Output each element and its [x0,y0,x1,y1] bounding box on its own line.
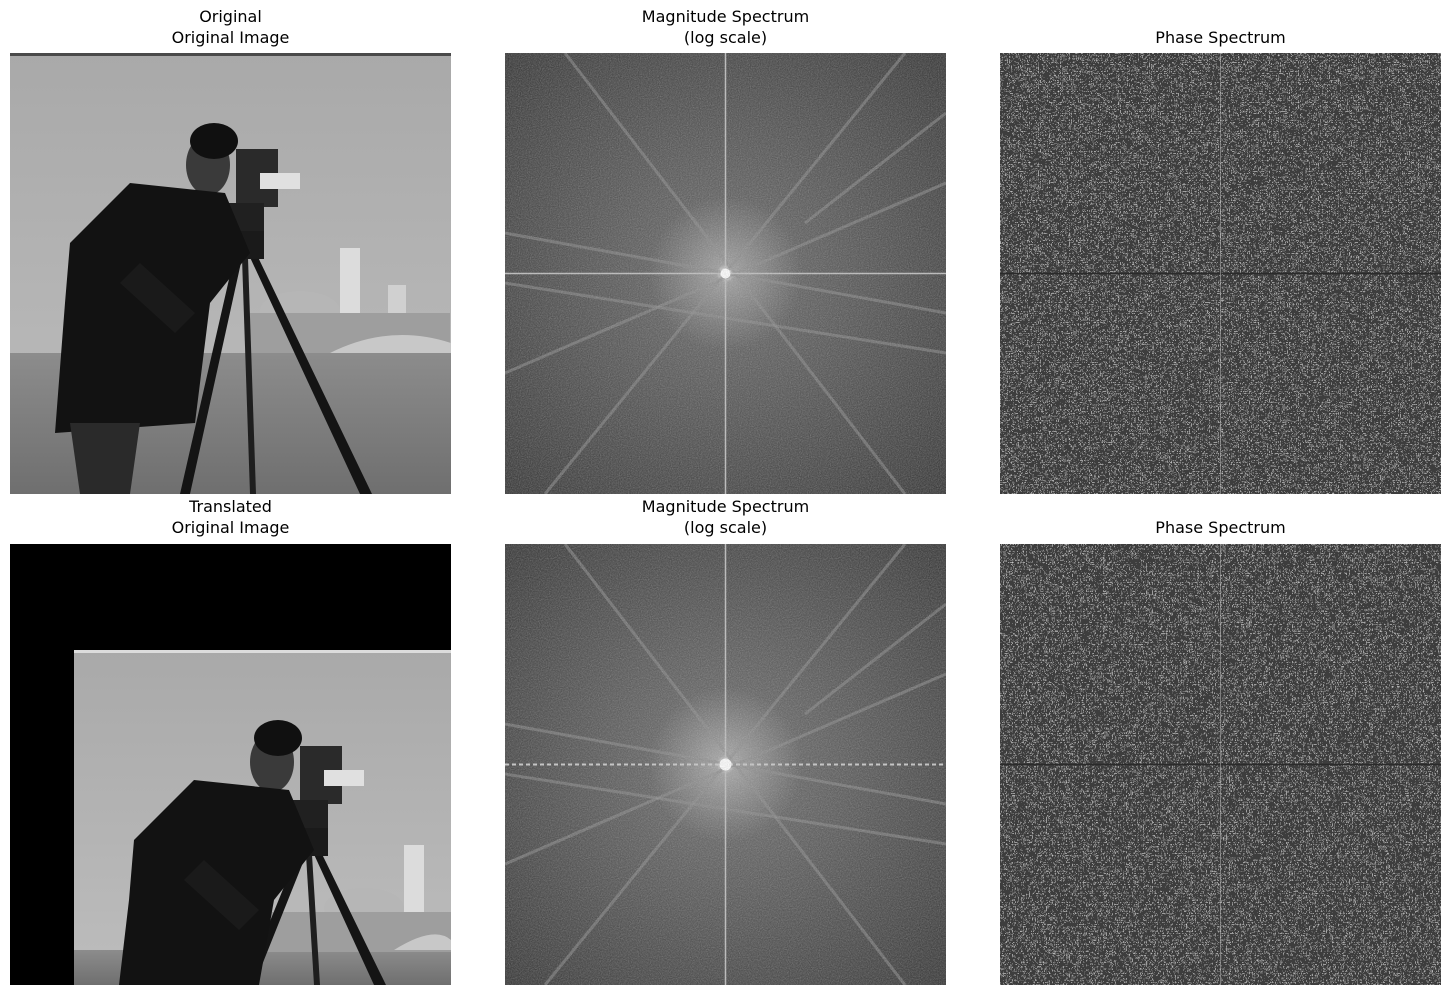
magnitude-spectrum-title-2: Magnitude Spectrum (log scale) [505,496,946,538]
translated-title-line2: Original Image [171,518,290,537]
phase-spectrum-title-2: ​ Phase Spectrum [1000,496,1441,538]
magnitude-title-line2-1: (log scale) [683,28,768,47]
translated-image-title: Translated Original Image [10,496,451,538]
magnitude-title-line1-1: Magnitude Spectrum [641,7,810,26]
phase-spectrum-image-1 [1000,53,1441,494]
phase-title-2: Phase Spectrum [1155,518,1286,537]
phase-spectrum-image-2 [1000,544,1441,985]
original-title-line1: Original [199,7,262,26]
translated-photo [10,544,451,985]
magnitude-title-line2-2: (log scale) [683,518,768,537]
phase-title-1: Phase Spectrum [1155,28,1286,47]
magnitude-spectrum-image-2 [505,544,946,985]
original-title-line2: Original Image [171,28,290,47]
magnitude-spectrum-title-1: Magnitude Spectrum (log scale) [505,6,946,48]
original-photo [10,53,451,494]
magnitude-spectrum-image-1 [505,53,946,494]
translated-title-line1: Translated [189,497,272,516]
magnitude-title-line1-2: Magnitude Spectrum [641,497,810,516]
original-image-title: Original Original Image [10,6,451,48]
phase-spectrum-title-1: ​ Phase Spectrum [1000,6,1441,48]
